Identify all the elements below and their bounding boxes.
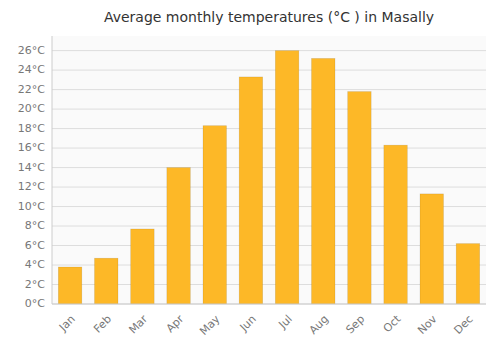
y-tick-label: 18°C: [18, 122, 45, 135]
grid-line: [52, 128, 486, 129]
y-tick-label: 8°C: [25, 219, 45, 232]
x-tick-label: Oct: [381, 312, 404, 335]
plot-background: [52, 36, 486, 304]
y-tick-label: 24°C: [18, 63, 45, 76]
bar: [456, 244, 480, 304]
bar: [58, 267, 82, 304]
grid-line: [52, 167, 486, 168]
y-axis-line: [52, 36, 53, 304]
x-tick-label: Mar: [126, 312, 150, 336]
bar: [167, 168, 191, 304]
grid-line: [52, 187, 486, 188]
bar: [203, 126, 227, 304]
bar: [420, 194, 444, 304]
grid-line: [52, 50, 486, 51]
y-tick-label: 2°C: [25, 278, 45, 291]
chart: 0°C 2°C 4°C 6°C 8°C 10°C 12°C 14°C 16°C 18°C 20°C 2…: [0, 0, 500, 350]
bar: [131, 229, 155, 304]
y-tick-label: 10°C: [18, 200, 45, 213]
x-tick-label: May: [197, 312, 223, 338]
bar: [384, 145, 408, 304]
x-tick-label: Dec: [451, 313, 475, 337]
y-tick-label: 26°C: [18, 44, 45, 57]
title: Average monthly temperatures (°C ) in Ma…: [104, 9, 434, 25]
bars: [58, 51, 479, 304]
y-tick-label: 0°C: [25, 297, 45, 310]
y-tick-label: 6°C: [25, 239, 45, 252]
chart-container: 0°C 2°C 4°C 6°C 8°C 10°C 12°C 14°C 16°C 18°C 20°C 2…: [0, 0, 500, 350]
grid-line: [52, 89, 486, 90]
y-tick-label: 4°C: [25, 258, 45, 271]
grid-line: [52, 109, 486, 110]
bar: [275, 51, 299, 304]
bar: [94, 258, 118, 304]
x-tick-label: Sep: [343, 313, 367, 337]
x-tick-label: Aug: [307, 313, 331, 337]
y-tick-label: 22°C: [18, 83, 45, 96]
y-tick-label: 14°C: [18, 161, 45, 174]
x-axis-line: [52, 304, 486, 305]
bar: [239, 77, 263, 304]
grid-line: [52, 70, 486, 71]
y-tick-label: 20°C: [18, 102, 45, 115]
y-tick-label: 16°C: [18, 141, 45, 154]
y-tick-label: 12°C: [18, 180, 45, 193]
x-tick-label: Apr: [164, 312, 187, 335]
bar: [311, 58, 335, 304]
grid-line: [52, 304, 486, 305]
bar: [348, 92, 372, 304]
grid: [52, 51, 486, 304]
x-tick-label: Jan: [56, 313, 78, 335]
x-tick-label: Jun: [237, 313, 259, 335]
x-tick-label: Nov: [415, 312, 440, 337]
grid-line: [52, 148, 486, 149]
x-axis: Jan Feb Mar Apr May Jun Jul Aug Sep Oct Nov Dec: [52, 304, 486, 338]
x-tick-label: Feb: [91, 313, 114, 336]
x-tick-label: Jul: [276, 313, 295, 332]
y-axis: 0°C 2°C 4°C 6°C 8°C 10°C 12°C 14°C 16°C 18°C 20°C 2…: [18, 36, 52, 310]
